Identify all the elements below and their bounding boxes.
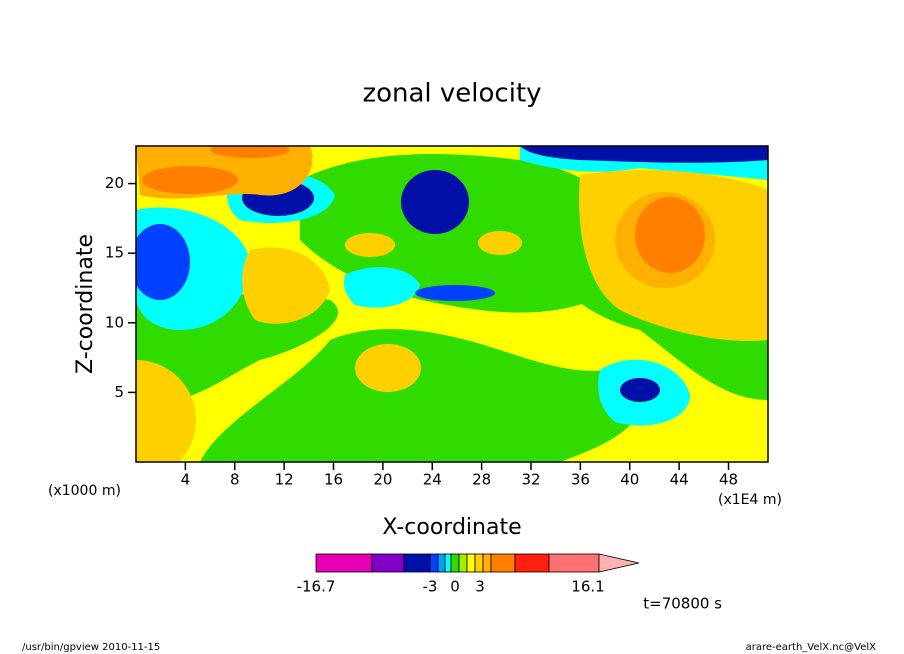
colorbar-segment — [403, 553, 431, 573]
colorbar-segment — [371, 553, 405, 573]
colorbar-label: -3 — [423, 578, 438, 596]
x-unit: (x1E4 m) — [718, 492, 782, 508]
time-label: t=70800 s — [643, 595, 722, 613]
colorbar-segment — [444, 553, 452, 573]
y-axis-label: Z-coordinate — [73, 234, 98, 374]
x-tick-label: 44 — [670, 471, 689, 489]
colorbar-segment — [450, 553, 460, 573]
colorbar-label: 16.1 — [571, 578, 604, 596]
colorbar-segment — [458, 553, 468, 573]
y-unit: (x1000 m) — [48, 483, 121, 499]
x-tick-label: 12 — [275, 471, 294, 489]
x-tick-label: 8 — [230, 471, 240, 489]
colorbar-extension — [598, 553, 640, 573]
colorbar-segment — [490, 553, 516, 573]
y-tick-label: 15 — [105, 244, 124, 262]
colorbar-segment — [548, 553, 600, 573]
y-tick-label: 20 — [105, 174, 124, 192]
x-tick-label: 24 — [423, 471, 442, 489]
footer-left: /usr/bin/gpview 2010-11-15 — [22, 642, 160, 653]
footer-right: arare-earth_VelX.nc@VelX — [746, 642, 877, 653]
x-tick-label: 20 — [373, 471, 392, 489]
colorbar-segment — [514, 553, 550, 573]
y-tick-label: 5 — [114, 383, 124, 401]
x-tick-label: 48 — [719, 471, 738, 489]
colorbar-segment — [482, 553, 492, 573]
colorbar-label: 3 — [475, 578, 485, 596]
x-tick-label: 4 — [181, 471, 191, 489]
contour-field — [136, 146, 768, 462]
colorbar-segment — [466, 553, 476, 573]
colorbar-segment — [315, 553, 373, 573]
y-tick-label: 10 — [105, 313, 124, 331]
x-tick-label: 28 — [472, 471, 491, 489]
colorbar-segment — [474, 553, 484, 573]
colorbar-label: -16.7 — [297, 578, 336, 596]
x-axis-label: X-coordinate — [382, 515, 521, 540]
colorbar-segment — [437, 553, 446, 573]
colorbar-segment — [429, 553, 439, 573]
x-tick-label: 36 — [571, 471, 590, 489]
colorbar-label: 0 — [450, 578, 460, 596]
x-tick-label: 16 — [324, 471, 343, 489]
x-tick-label: 32 — [521, 471, 540, 489]
x-tick-label: 40 — [620, 471, 639, 489]
plot-frame — [135, 145, 769, 463]
chart-title: zonal velocity — [362, 79, 541, 109]
